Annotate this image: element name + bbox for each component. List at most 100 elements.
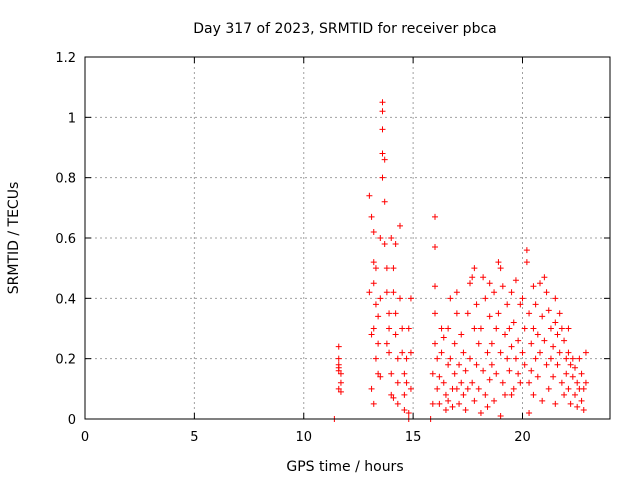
data-point (390, 289, 397, 296)
data-point (512, 277, 519, 284)
data-point (447, 355, 454, 362)
data-point (442, 406, 449, 413)
data-point (432, 244, 438, 251)
data-point (462, 367, 469, 374)
data-point (440, 379, 447, 386)
data-point (458, 379, 465, 386)
data-point (517, 379, 524, 386)
data-point (477, 409, 484, 416)
data-point (445, 361, 452, 368)
data-point (552, 295, 559, 302)
data-point (372, 301, 379, 308)
data-point (392, 241, 399, 248)
data-point (405, 409, 412, 416)
data-point (473, 301, 480, 308)
data-point (429, 370, 436, 377)
data-point (379, 126, 386, 133)
data-point (432, 283, 438, 290)
data-point (436, 373, 443, 380)
data-point (482, 295, 489, 302)
data-point (473, 361, 480, 368)
data-point (438, 349, 445, 356)
data-point (438, 325, 445, 332)
data-point (510, 385, 517, 392)
data-point (399, 349, 406, 356)
data-point (528, 367, 535, 374)
data-point (434, 355, 441, 362)
data-point (493, 325, 500, 332)
data-point (530, 391, 537, 398)
data-point (458, 331, 465, 338)
data-point (506, 367, 513, 374)
data-point (464, 310, 471, 317)
data-point (543, 361, 550, 368)
data-point (460, 391, 467, 398)
chart-title: Day 317 of 2023, SRMTID for receiver pbc… (193, 21, 496, 37)
data-point (471, 265, 478, 272)
data-point (392, 331, 399, 338)
data-point (521, 325, 528, 332)
data-point (403, 355, 410, 362)
data-point (512, 355, 519, 362)
grid-layer (85, 57, 610, 419)
data-point (462, 406, 469, 413)
data-point (567, 361, 574, 368)
data-point (366, 289, 373, 296)
data-point (379, 99, 386, 106)
data-point (502, 391, 508, 398)
data-point (537, 349, 543, 356)
data-point (523, 247, 530, 254)
data-point (370, 228, 377, 235)
data-point (561, 337, 568, 344)
data-point (565, 325, 572, 332)
data-point (434, 385, 441, 392)
x-tick-label: 15 (405, 430, 422, 445)
data-point (523, 259, 530, 266)
data-point (469, 274, 476, 281)
data-point (486, 280, 493, 287)
data-point (572, 391, 578, 398)
data-point (467, 355, 473, 362)
data-point (567, 400, 574, 407)
y-tick-label: 0.4 (55, 292, 76, 307)
data-point (486, 313, 493, 320)
data-point (432, 310, 438, 317)
data-point (368, 213, 375, 220)
data-point (545, 385, 552, 392)
data-point (407, 385, 414, 392)
data-point (388, 235, 395, 241)
data-point (432, 340, 438, 347)
data-point (517, 301, 524, 308)
data-point (574, 403, 581, 410)
data-point (394, 355, 401, 362)
y-tick-label: 0.2 (55, 353, 76, 368)
data-point (552, 319, 559, 326)
data-point (547, 325, 554, 332)
data-point (386, 325, 393, 332)
data-point (383, 265, 390, 272)
data-point (526, 310, 533, 317)
data-point (484, 349, 491, 356)
data-point (377, 235, 384, 241)
data-point (582, 349, 589, 356)
data-point (499, 379, 506, 386)
data-point (482, 391, 489, 398)
data-point (554, 361, 561, 368)
data-point (552, 400, 559, 407)
data-point (379, 108, 386, 115)
data-point (515, 370, 522, 377)
data-point (464, 385, 471, 392)
data-point (582, 379, 589, 386)
data-point (526, 379, 533, 386)
data-point (558, 325, 565, 332)
data-point (375, 370, 382, 377)
data-point (381, 241, 388, 248)
data-point (539, 313, 546, 320)
data-point (388, 391, 395, 398)
data-point (504, 355, 511, 362)
data-point (467, 280, 473, 287)
data-point (368, 331, 375, 338)
data-point (558, 379, 565, 386)
data-point (405, 325, 412, 332)
